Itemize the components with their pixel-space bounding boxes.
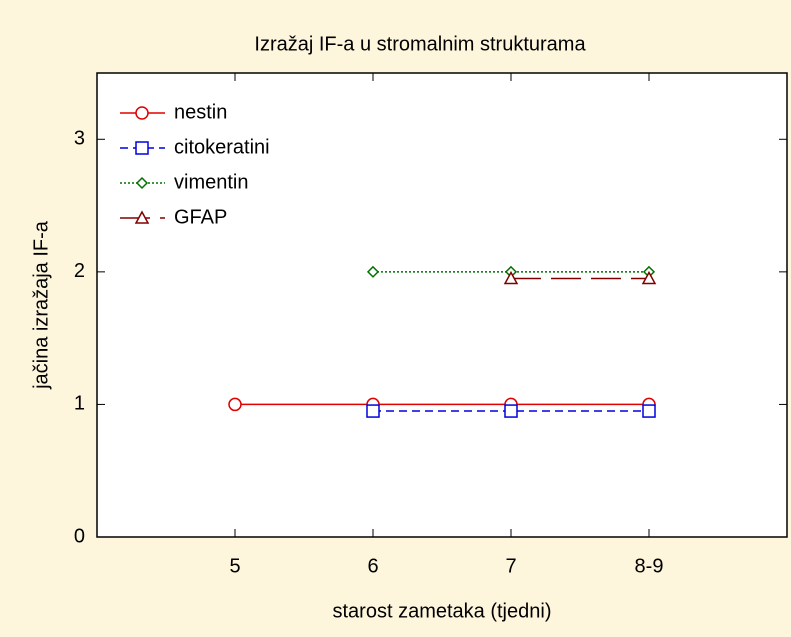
y-tick-label: 3	[74, 128, 85, 150]
legend-label: citokeratini	[174, 136, 270, 158]
plot-area	[96, 72, 788, 538]
legend-label: nestin	[174, 101, 227, 123]
marker	[503, 270, 519, 285]
marker	[366, 265, 380, 278]
legend-marker	[135, 176, 149, 190]
marker	[642, 404, 656, 418]
x-tick-label: 5	[229, 555, 240, 577]
legend-marker	[135, 141, 149, 155]
x-tick-label: 8-9	[635, 555, 664, 577]
legend-marker	[135, 106, 149, 120]
x-tick-label: 7	[505, 555, 516, 577]
y-tick-label: 2	[74, 260, 85, 282]
y-tick-label: 1	[74, 393, 85, 415]
y-tick-label: 0	[74, 525, 85, 547]
legend-label: GFAP	[174, 206, 227, 228]
marker	[366, 404, 380, 418]
chart-title: Izražaj IF-a u stromalnim strukturama	[254, 33, 586, 55]
y-axis-label: jačina izražaja IF-a	[30, 220, 52, 390]
legend-marker	[134, 210, 150, 224]
x-axis-label: starost zametaka (tjedni)	[333, 600, 552, 622]
marker	[228, 397, 242, 412]
x-tick-label: 6	[367, 555, 378, 577]
marker	[504, 404, 518, 418]
marker	[641, 270, 657, 285]
legend-label: vimentin	[174, 171, 248, 193]
